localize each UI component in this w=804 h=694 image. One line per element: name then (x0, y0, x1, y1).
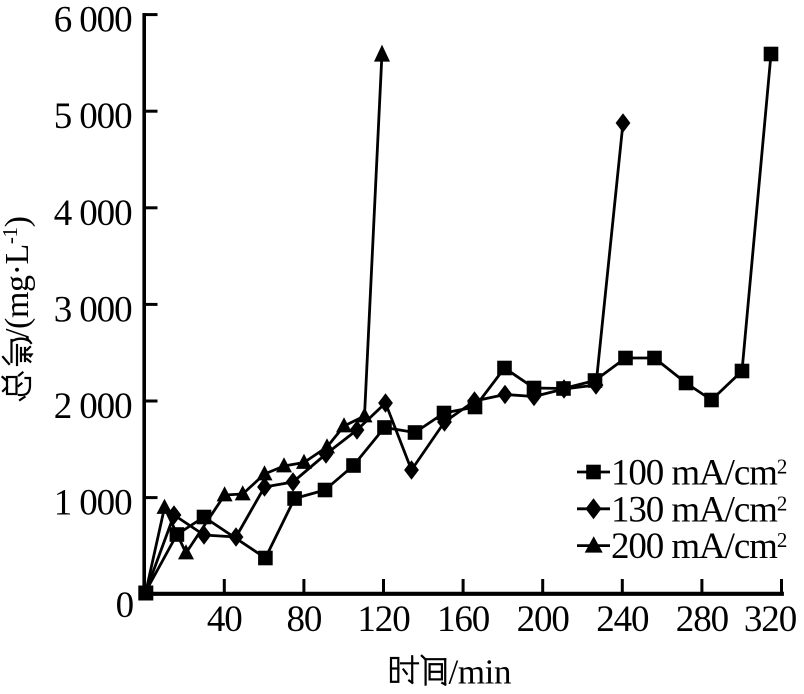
svg-text:5 000: 5 000 (54, 96, 132, 137)
svg-text:/min: /min (449, 653, 512, 692)
svg-text:40: 40 (207, 599, 242, 640)
svg-text:100 mA/cm2: 100 mA/cm2 (611, 453, 787, 494)
svg-text:4 000: 4 000 (54, 193, 132, 234)
svg-text:2 000: 2 000 (54, 386, 132, 427)
svg-text:320: 320 (744, 599, 797, 640)
svg-text:120: 120 (357, 599, 410, 640)
svg-text:6 000: 6 000 (54, 0, 132, 41)
svg-text:240: 240 (596, 599, 649, 640)
svg-text:1 000: 1 000 (54, 483, 132, 524)
svg-text:200: 200 (517, 599, 570, 640)
svg-text:280: 280 (676, 599, 729, 640)
svg-text:0: 0 (116, 585, 134, 626)
svg-text:200 mA/cm2: 200 mA/cm2 (611, 526, 787, 567)
svg-text:130 mA/cm2: 130 mA/cm2 (611, 489, 787, 530)
svg-text:160: 160 (437, 599, 490, 640)
svg-text:3 000: 3 000 (54, 289, 132, 330)
svg-text:80: 80 (286, 599, 321, 640)
